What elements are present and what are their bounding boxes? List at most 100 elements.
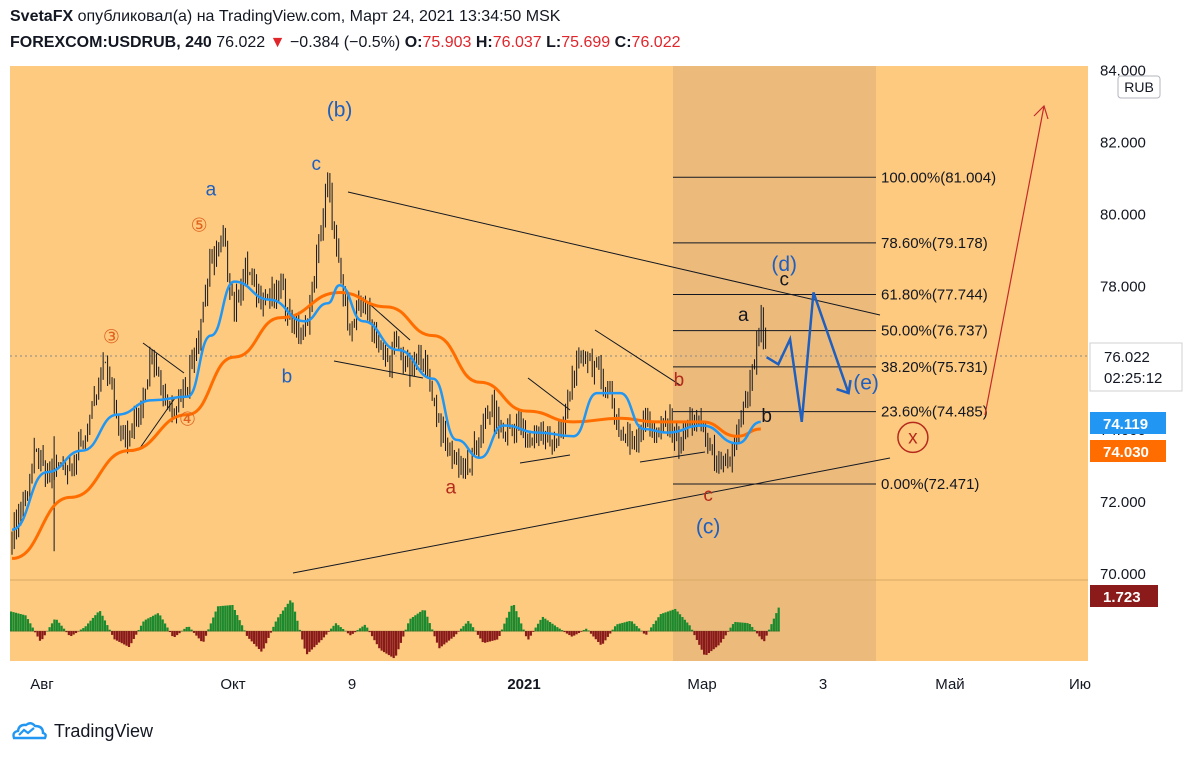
oscillator-bar [746, 623, 749, 632]
oscillator-bar [457, 631, 460, 632]
footer-brand[interactable]: TradingView [54, 720, 154, 741]
oscillator-bar [159, 615, 162, 632]
oscillator-bar [308, 631, 311, 652]
publish-info: SvetaFX опубликовал(а) на TradingView.co… [10, 8, 560, 26]
y-axis-tick-label: 78.000 [1100, 278, 1146, 295]
oscillator-bar [226, 605, 229, 632]
oscillator-bar [99, 611, 102, 632]
oscillator-bar [334, 623, 338, 632]
oscillator-bar [628, 621, 631, 632]
oscillator-bar [127, 631, 131, 648]
symbol-name[interactable]: FOREXCOM:USDRUB, 240 [10, 34, 212, 51]
oscillator-bar [594, 631, 597, 640]
oscillator-bar [130, 631, 133, 644]
open-value: 75.903 [422, 34, 472, 51]
oscillator-bar [149, 617, 152, 632]
oscillator-bar [638, 628, 641, 632]
oscillator-bar [486, 631, 489, 643]
oscillator-bar [565, 631, 569, 634]
oscillator-bar [671, 609, 674, 632]
oscillator-bar [467, 621, 470, 632]
oscillator-bar [366, 627, 369, 632]
oscillator-bar [479, 631, 482, 639]
oscillator-bar [505, 617, 508, 632]
oscillator-bar [257, 631, 261, 650]
oscillator-bar [79, 629, 82, 632]
oscillator-bar [669, 610, 672, 632]
wave-label: b [674, 370, 685, 391]
oscillator-bar [151, 615, 155, 632]
ma-fast-line [11, 280, 762, 531]
oscillator-bar [339, 627, 342, 632]
down-arrow-icon: ▼ [269, 34, 286, 51]
close-label: C: [614, 34, 632, 51]
oscillator-bar [674, 608, 677, 632]
oscillator-bar [62, 628, 66, 632]
oscillator-bar [212, 617, 215, 632]
oscillator-bar [529, 631, 532, 636]
oscillator-bar [207, 629, 210, 632]
oscillator-bar [438, 631, 441, 649]
wave-label: (d) [771, 253, 797, 276]
oscillator-bar [322, 631, 326, 638]
x-axis-tick-label: Ию [1069, 676, 1091, 693]
oscillator-bar [65, 631, 68, 633]
oscillator-bar [570, 631, 573, 637]
wave-channel-line [594, 329, 681, 386]
oscillator-bar [710, 631, 713, 652]
oscillator-bar [310, 631, 313, 650]
y-axis-tick-label: 80.000 [1100, 206, 1146, 223]
oscillator-bar [274, 621, 277, 632]
oscillator-bar [520, 623, 523, 632]
oscillator-bar [616, 624, 619, 632]
oscillator-bar [727, 631, 730, 632]
oscillator-bar [135, 631, 138, 635]
wave-label: x [908, 427, 918, 448]
x-axis-tick-label: Мар [687, 676, 716, 693]
oscillator-bar [568, 631, 571, 636]
oscillator-bar [777, 607, 780, 632]
oscillator-bar [729, 627, 732, 632]
oscillator-bar [563, 631, 566, 633]
countdown-timer: 02:25:12 [1104, 370, 1162, 387]
oscillator-bar [296, 620, 299, 632]
x-axis-tick-label: Окт [220, 676, 245, 693]
oscillator-bar [209, 623, 212, 632]
oscillator-bar [265, 631, 268, 644]
oscillator-bar [378, 631, 381, 649]
oscillator-bar [284, 607, 287, 632]
y-axis-tick-label: 84.000 [1100, 63, 1146, 80]
oscillator-bar [770, 624, 773, 632]
oscillator-bar [380, 631, 383, 651]
oscillator-bar [22, 614, 25, 632]
oscillator-bar [139, 625, 143, 632]
fib-level-label: 100.00%(81.004) [881, 169, 996, 186]
wave-x-circle [897, 421, 929, 454]
oscillator-bar [164, 623, 167, 632]
oscillator-bar [698, 631, 701, 645]
oscillator-bar [536, 623, 540, 632]
x-axis-tick-label: 2021 [507, 676, 540, 693]
oscillator-bar [712, 631, 715, 650]
author-name[interactable]: SvetaFX [10, 8, 74, 25]
y-axis-tick-label: 82.000 [1100, 134, 1146, 151]
oscillator-bar [621, 622, 624, 632]
oscillator-bar [419, 611, 422, 632]
oscillator-bar [613, 626, 617, 632]
oscillator-bar [245, 631, 249, 636]
wave-label: c [779, 269, 789, 290]
oscillator-bar [524, 631, 528, 637]
oscillator-bar [101, 615, 104, 632]
wave-label: a [206, 179, 217, 200]
oscillator-bar [327, 631, 330, 632]
oscillator-bar [585, 628, 588, 632]
oscillator-bar [488, 631, 492, 642]
oscillator-bar [443, 631, 446, 645]
oscillator-bar [623, 622, 626, 632]
oscillator-bar [154, 614, 157, 632]
ma-slow-line [11, 290, 761, 560]
oscillator-bar [484, 631, 487, 643]
oscillator-bar [325, 631, 328, 635]
oscillator-bar [705, 631, 708, 655]
